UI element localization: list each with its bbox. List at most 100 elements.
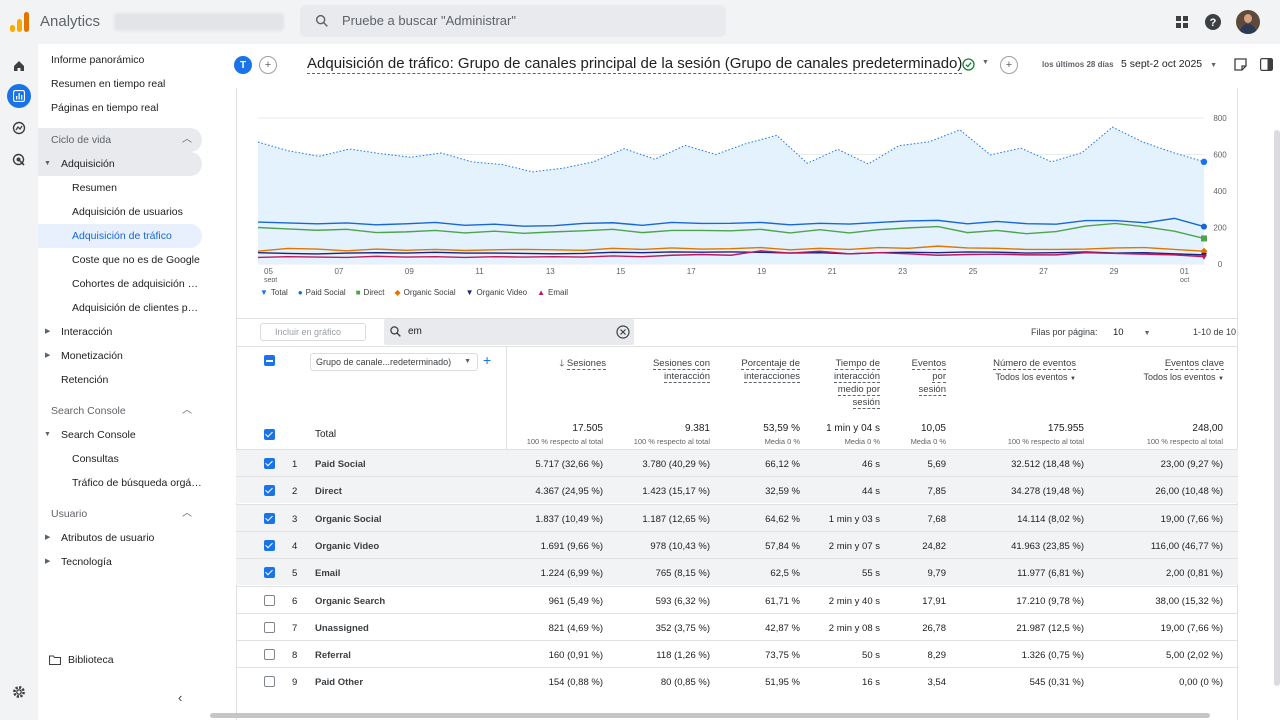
column-events-per-session[interactable]: Eventos por sesión bbox=[896, 357, 946, 396]
clear-search-icon[interactable] bbox=[616, 325, 630, 339]
row-checkbox[interactable] bbox=[264, 649, 275, 661]
vertical-scrollbar[interactable] bbox=[1274, 130, 1280, 686]
channel-group-name[interactable]: Email bbox=[315, 568, 341, 580]
metric-cell: 2 min y 40 s bbox=[828, 595, 880, 607]
add-dimension-icon[interactable]: + bbox=[483, 352, 492, 368]
nav-item-acquisition-cohorts[interactable]: Cohortes de adquisición d... bbox=[72, 278, 202, 290]
customize-report-icon[interactable] bbox=[1234, 58, 1247, 71]
nav-item-non-google-cost[interactable]: Coste que no es de Google bbox=[72, 254, 200, 266]
nav-item-search-console[interactable]: ▼ Search Console bbox=[38, 423, 202, 447]
nav-item-realtime-pages[interactable]: Páginas en tiempo real bbox=[51, 102, 159, 114]
legend-marker-icon: ▲ bbox=[537, 288, 546, 297]
comparison-chip-avatar[interactable]: T bbox=[234, 56, 252, 74]
channel-group-name[interactable]: Organic Search bbox=[315, 595, 386, 607]
channel-group-name[interactable]: Organic Video bbox=[315, 540, 380, 552]
table-row[interactable]: 5 Email 1.224 (6,99 %) 765 (8,15 %) 62,5 % 55… bbox=[236, 558, 1238, 586]
table-row[interactable]: 3 Organic Social 1.837 (10,49 %) 1.187 (12,… bbox=[236, 503, 1238, 531]
channel-group-name[interactable]: Direct bbox=[315, 486, 342, 498]
horizontal-scrollbar[interactable] bbox=[210, 713, 1210, 718]
add-filter-icon[interactable]: + bbox=[1000, 56, 1018, 74]
nav-item-user-acquisition[interactable]: Adquisición de usuarios bbox=[72, 206, 183, 218]
nav-item-lead-acquisition[interactable]: Adquisición de clientes pot... bbox=[72, 302, 202, 314]
table-row[interactable]: 8 Referral 160 (0,91 %) 118 (1,26 %) 73,75 %… bbox=[236, 640, 1238, 667]
account-selector[interactable] bbox=[114, 13, 284, 31]
row-checkbox[interactable] bbox=[264, 594, 275, 606]
nav-item-user-attributes[interactable]: ▶ Atributos de usuario bbox=[38, 526, 202, 550]
reports-icon[interactable] bbox=[7, 84, 31, 108]
table-row[interactable]: 1 Paid Social 5.717 (32,66 %) 3.780 (40,29 … bbox=[236, 449, 1238, 476]
channel-group-name[interactable]: Organic Social bbox=[315, 513, 382, 525]
channel-group-name[interactable]: Paid Social bbox=[315, 459, 366, 470]
explore-icon[interactable] bbox=[7, 116, 31, 140]
row-checkbox[interactable] bbox=[264, 621, 275, 633]
key-event-filter-label: Todos los eventos bbox=[1143, 372, 1216, 382]
nav-item-engagement[interactable]: ▶ Interacción bbox=[38, 320, 202, 344]
row-checkbox[interactable] bbox=[264, 512, 275, 524]
collapse-nav-chevron-icon[interactable]: ‹ bbox=[178, 690, 183, 705]
table-row[interactable]: 9 Paid Other 154 (0,88 %) 80 (0,85 %) 51,95 … bbox=[236, 667, 1238, 694]
table-row[interactable]: 4 Organic Video 1.691 (9,66 %) 978 (10,43 %… bbox=[236, 530, 1238, 558]
column-avg-engagement-time[interactable]: Tiempo de interacción medio por sesión bbox=[820, 357, 880, 409]
row-checkbox[interactable] bbox=[264, 539, 275, 551]
row-checkbox[interactable] bbox=[264, 567, 275, 579]
analytics-logo-icon[interactable] bbox=[10, 12, 30, 32]
nav-section-lifecycle[interactable]: Ciclo de vida ︿ bbox=[38, 128, 202, 152]
metric-cell: 8,29 bbox=[927, 650, 947, 662]
nav-item-queries[interactable]: Consultas bbox=[72, 453, 119, 465]
channel-group-name[interactable]: Unassigned bbox=[315, 622, 369, 634]
settings-gear-icon[interactable] bbox=[7, 680, 31, 704]
nav-item-monetization[interactable]: ▶ Monetización bbox=[38, 344, 202, 368]
key-event-filter-select[interactable]: Todos los eventos ▼ bbox=[1104, 371, 1224, 386]
row-checkbox[interactable] bbox=[264, 485, 275, 497]
table-row[interactable]: 2 Direct 4.367 (24,95 %) 1.423 (15,17 %) 32,… bbox=[236, 476, 1238, 504]
insights-panel-icon[interactable] bbox=[1260, 58, 1273, 71]
total-engagement-rate: 53,59 % bbox=[763, 423, 800, 434]
plot-rows-button[interactable]: Incluir en gráfico bbox=[260, 323, 366, 341]
column-engaged-sessions[interactable]: Sesiones con interacción bbox=[626, 357, 710, 383]
nav-item-traffic-acquisition[interactable]: Adquisición de tráfico bbox=[38, 224, 202, 248]
nav-item-library[interactable]: Biblioteca bbox=[38, 648, 202, 672]
column-event-count[interactable]: Número de eventos Todos los eventos ▼ bbox=[966, 357, 1076, 386]
nav-section-user[interactable]: Usuario ︿ bbox=[38, 502, 202, 526]
nav-section-search-console[interactable]: Search Console ︿ bbox=[38, 399, 202, 423]
user-avatar[interactable] bbox=[1236, 10, 1260, 34]
nav-item-organic-search-traffic[interactable]: Tráfico de búsqueda orgán... bbox=[72, 477, 202, 489]
x-tick-sublabel: sept bbox=[264, 277, 277, 282]
row-checkbox[interactable] bbox=[264, 676, 275, 688]
x-tick-label: 01 bbox=[1180, 267, 1189, 276]
table-search-input[interactable]: em bbox=[384, 319, 634, 345]
metric-cell: 765 (8,15 %) bbox=[655, 568, 710, 580]
add-comparison-icon[interactable]: + bbox=[259, 56, 277, 74]
rows-per-page-select[interactable]: 10 ▼ bbox=[1113, 327, 1151, 338]
advertising-icon[interactable] bbox=[7, 148, 31, 172]
title-dropdown-icon[interactable]: ▼ bbox=[982, 59, 989, 66]
nav-item-realtime-overview[interactable]: Resumen en tiempo real bbox=[51, 78, 166, 90]
nav-item-retention[interactable]: Retención bbox=[61, 374, 109, 386]
total-row-checkbox[interactable] bbox=[264, 429, 275, 440]
help-icon[interactable]: ? bbox=[1204, 13, 1222, 31]
apps-grid-icon[interactable] bbox=[1174, 14, 1190, 30]
search-input[interactable]: Pruebe a buscar "Administrar" bbox=[300, 5, 726, 37]
nav-item-acq-summary[interactable]: Resumen bbox=[72, 182, 117, 194]
metric-cell: 978 (10,43 %) bbox=[650, 540, 710, 552]
column-engagement-rate[interactable]: Porcentaje de interacciones bbox=[726, 357, 800, 383]
nav-item-overview[interactable]: Informe panorámico bbox=[51, 54, 145, 66]
channel-group-name[interactable]: Referral bbox=[315, 650, 351, 662]
column-key-events[interactable]: Eventos clave Todos los eventos ▼ bbox=[1104, 357, 1224, 386]
x-tick-label: 11 bbox=[475, 267, 484, 276]
row-checkbox[interactable] bbox=[264, 458, 275, 469]
metric-cell: 19,00 (7,66 %) bbox=[1160, 622, 1223, 634]
dimension-selector[interactable]: Grupo de canale...redeterminado) ▼ bbox=[310, 353, 478, 371]
nav-item-technology[interactable]: ▶ Tecnología bbox=[38, 550, 202, 574]
home-icon[interactable] bbox=[7, 54, 31, 78]
date-range-value: 5 sept-2 oct 2025 bbox=[1121, 58, 1203, 70]
page-title[interactable]: Adquisición de tráfico: Grupo de canales… bbox=[307, 55, 963, 74]
event-filter-select[interactable]: Todos los eventos ▼ bbox=[966, 371, 1076, 386]
select-all-checkbox[interactable] bbox=[264, 355, 275, 366]
column-sessions[interactable]: 🡓 Sesiones bbox=[536, 357, 606, 370]
table-row[interactable]: 7 Unassigned 821 (4,69 %) 352 (3,75 %) 42,87… bbox=[236, 612, 1238, 640]
date-range-picker[interactable]: 5 sept-2 oct 2025 ▼ bbox=[1121, 58, 1217, 70]
table-row[interactable]: 6 Organic Search 961 (5,49 %) 593 (6,32 %) 6… bbox=[236, 585, 1238, 613]
nav-item-acquisition[interactable]: ▼ Adquisición bbox=[38, 152, 202, 176]
channel-group-name[interactable]: Paid Other bbox=[315, 677, 364, 689]
